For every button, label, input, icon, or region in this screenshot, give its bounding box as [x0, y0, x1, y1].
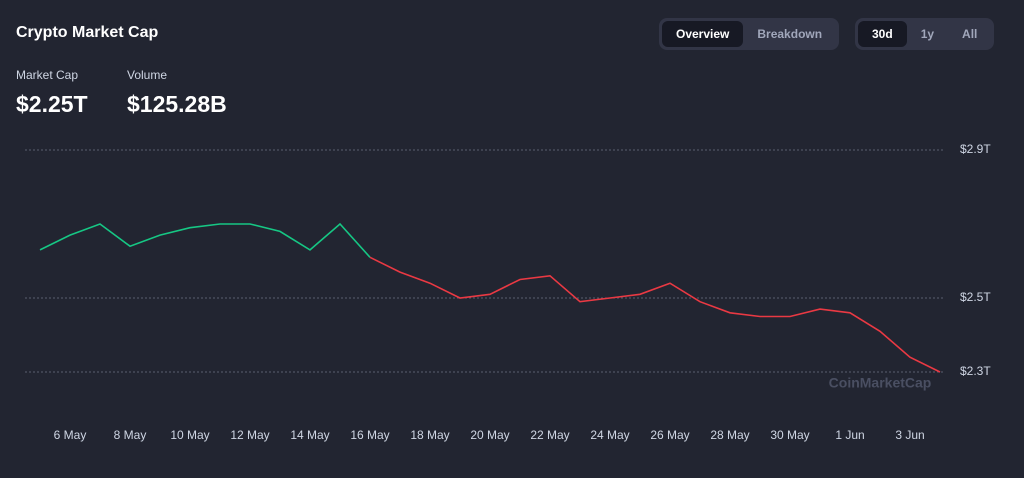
y-tick-label: $2.3T: [960, 364, 991, 378]
x-tick-label: 14 May: [290, 428, 329, 442]
x-tick-label: 6 May: [54, 428, 87, 442]
line-segment: [369, 256, 941, 373]
x-tick-label: 20 May: [470, 428, 509, 442]
line-segment: [39, 222, 371, 258]
x-tick-label: 22 May: [530, 428, 569, 442]
x-tick-label: 1 Jun: [835, 428, 864, 442]
tab[interactable]: Overview: [662, 21, 744, 47]
x-tick-label: 24 May: [590, 428, 629, 442]
x-tick-label: 18 May: [410, 428, 449, 442]
x-tick-label: 16 May: [350, 428, 389, 442]
tab[interactable]: All: [962, 27, 978, 41]
range-tabs: 30d 1y All: [855, 18, 995, 50]
stat-value: $2.25T: [16, 91, 88, 117]
x-tick-label: 30 May: [770, 428, 809, 442]
tab[interactable]: 30d: [858, 21, 907, 47]
stat: Volume $125.28B: [127, 68, 227, 118]
stat-label: Market Cap: [16, 68, 79, 82]
x-tick-label: 3 Jun: [895, 428, 924, 442]
x-tick-label: 26 May: [650, 428, 689, 442]
watermark: CoinMarketCap: [829, 375, 932, 391]
stat-label: Volume: [127, 68, 168, 82]
x-tick-label: 8 May: [114, 428, 147, 442]
x-tick-label: 28 May: [710, 428, 749, 442]
tab[interactable]: 1y: [920, 27, 935, 41]
x-tick-label: 12 May: [230, 428, 269, 442]
title: Crypto Market Cap: [16, 24, 159, 41]
x-tick-label: 10 May: [170, 428, 209, 442]
tab[interactable]: Breakdown: [757, 27, 823, 41]
stat: Market Cap $2.25T: [16, 68, 88, 118]
y-tick-label: $2.9T: [960, 142, 991, 156]
view-tabs: Overview Breakdown: [659, 18, 840, 50]
y-tick-label: $2.5T: [960, 290, 991, 304]
stat-value: $125.28B: [127, 91, 227, 117]
